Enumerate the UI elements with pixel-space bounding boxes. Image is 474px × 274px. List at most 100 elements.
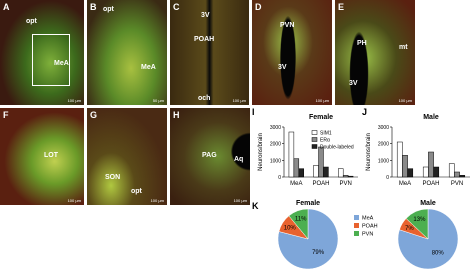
y-tick-label: 3000 bbox=[270, 125, 281, 131]
bar bbox=[313, 165, 319, 178]
chart-title: Male bbox=[423, 114, 439, 121]
x-tick-label: MeA bbox=[399, 181, 411, 187]
bar bbox=[347, 175, 354, 178]
region-label: LOT bbox=[44, 152, 58, 159]
bar bbox=[422, 166, 429, 178]
x-tick-label: MeA bbox=[290, 181, 302, 187]
pie-value-label: 10% bbox=[284, 225, 297, 231]
bar bbox=[293, 158, 300, 178]
bar bbox=[448, 163, 455, 178]
legend-swatch bbox=[354, 231, 359, 236]
region-label: SON bbox=[105, 174, 121, 181]
y-tick-label: 2000 bbox=[270, 142, 281, 148]
bar bbox=[396, 141, 403, 178]
bar bbox=[298, 168, 304, 178]
micrograph: C 3V POAH och 100 µm bbox=[170, 0, 249, 105]
bar bbox=[338, 168, 344, 178]
y-tick-label: 2000 bbox=[378, 142, 389, 148]
pie-value-label: 80% bbox=[432, 250, 445, 256]
charts: I Female Neurons/brain 0 1000 2000 3000 MeA POAH… bbox=[252, 107, 470, 270]
legend-label: ERα bbox=[320, 138, 330, 144]
bar bbox=[323, 166, 329, 178]
micrograph: F LOT 100 µm bbox=[0, 108, 84, 205]
x-tick-label: PVN bbox=[339, 181, 351, 187]
scale-bar: 100 µm bbox=[315, 98, 329, 103]
legend-label: SIM1 bbox=[320, 131, 332, 137]
region-label: 3V bbox=[349, 80, 358, 87]
legend-swatch bbox=[354, 215, 359, 220]
pie-title: Male bbox=[420, 200, 436, 207]
legend-swatch bbox=[311, 130, 318, 135]
y-axis-label: Neurons/brain bbox=[258, 133, 264, 171]
region-label: opt bbox=[131, 188, 142, 195]
y-tick-label: 1000 bbox=[378, 158, 389, 164]
micrograph: A opt MeA 100 µm bbox=[0, 0, 84, 105]
legend-label: Double-labeled bbox=[320, 145, 354, 151]
chart-title: Female bbox=[309, 114, 333, 121]
panel-letter: C bbox=[173, 2, 180, 12]
pie-title: Female bbox=[296, 200, 320, 207]
y-axis-label: Neurons/brain bbox=[366, 133, 372, 171]
bar bbox=[288, 131, 295, 178]
legend-swatch bbox=[311, 137, 318, 142]
y-tick-label: 3000 bbox=[378, 125, 389, 131]
region-label: 3V bbox=[201, 12, 210, 19]
panel-letter: E bbox=[338, 2, 345, 12]
legend-swatch bbox=[354, 223, 359, 228]
region-label: och bbox=[198, 95, 211, 102]
pie-slice bbox=[288, 208, 309, 240]
region-label: MeA bbox=[141, 64, 156, 71]
micrograph: D PVN 3V 100 µm bbox=[252, 0, 332, 105]
region-label: PVN bbox=[280, 22, 295, 29]
panel-letter: B bbox=[90, 2, 97, 12]
region-label: POAH bbox=[194, 36, 215, 43]
x-tick-label: POAH bbox=[312, 181, 329, 187]
panel-letter: G bbox=[90, 110, 98, 120]
scale-bar: 100 µm bbox=[150, 198, 164, 203]
panel-letter: H bbox=[173, 110, 180, 120]
bar bbox=[402, 155, 408, 178]
legend-label: MeA bbox=[362, 216, 374, 222]
region-label: MeA bbox=[54, 60, 69, 67]
region-label: opt bbox=[103, 6, 114, 13]
pie-slice bbox=[397, 208, 459, 270]
bar bbox=[342, 175, 349, 178]
micrograph: E PH mt 3V 100 µm bbox=[335, 0, 415, 105]
legend-swatch bbox=[311, 144, 318, 149]
panel-letter: I bbox=[252, 107, 255, 117]
bar bbox=[454, 171, 460, 178]
bar bbox=[433, 166, 440, 178]
region-label: 3V bbox=[278, 64, 287, 71]
y-tick-label: 1000 bbox=[270, 158, 281, 164]
x-tick-label: PVN bbox=[451, 181, 463, 187]
bar bbox=[318, 146, 324, 178]
pie-value-label: 79% bbox=[312, 250, 325, 256]
bar bbox=[459, 175, 466, 178]
pie-slice bbox=[405, 208, 429, 240]
x-tick-label: POAH bbox=[422, 181, 439, 187]
micrograph: B opt MeA 50 µm bbox=[87, 0, 167, 105]
micrograph: H PAG Aq 100 µm bbox=[170, 108, 250, 205]
legend-label: PVN bbox=[362, 232, 373, 238]
pie-value-label: 7% bbox=[405, 226, 414, 232]
inset-box bbox=[32, 34, 70, 86]
y-tick-label: 0 bbox=[386, 175, 389, 181]
bar bbox=[407, 168, 414, 178]
region-label: PH bbox=[357, 40, 367, 47]
scale-bar: 50 µm bbox=[152, 98, 164, 103]
region-label: PAG bbox=[202, 152, 217, 159]
bar bbox=[428, 151, 434, 178]
legend-label: POAH bbox=[362, 224, 378, 230]
pie-value-label: 13% bbox=[413, 217, 426, 223]
panel-letter: F bbox=[3, 110, 9, 120]
region-label: mt bbox=[399, 44, 408, 51]
micrograph: G SON opt 100 µm bbox=[87, 108, 167, 205]
scale-bar: 100 µm bbox=[67, 98, 81, 103]
scale-bar: 100 µm bbox=[233, 198, 247, 203]
panel-letter: J bbox=[362, 107, 367, 117]
scale-bar: 100 µm bbox=[232, 98, 246, 103]
y-tick-label: 0 bbox=[278, 175, 281, 181]
panel-letter: K bbox=[252, 201, 259, 211]
scale-bar: 100 µm bbox=[67, 198, 81, 203]
